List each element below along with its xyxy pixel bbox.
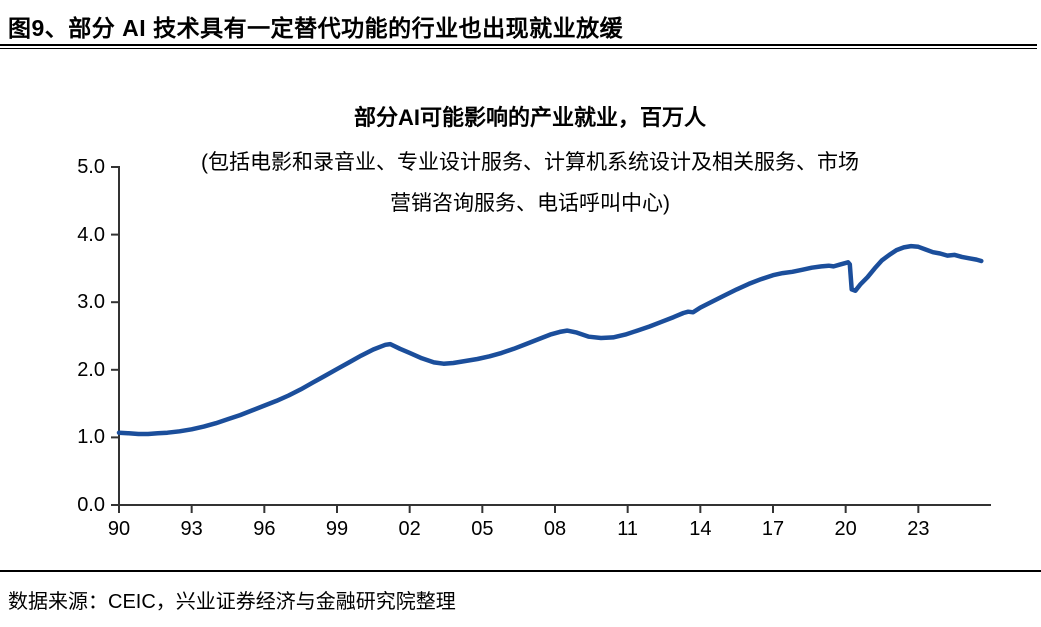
x-tick-label: 14 [689, 518, 712, 540]
x-tick-label: 20 [834, 518, 857, 540]
header-rule [0, 44, 1037, 46]
x-tick-label: 99 [325, 518, 349, 540]
x-tick-label: 02 [398, 518, 421, 540]
x-tick-label: 17 [761, 518, 785, 540]
employment-series-line [116, 243, 984, 437]
y-tick-label: 2.0 [77, 358, 105, 381]
chart-title: 部分AI可能影响的产业就业，百万人 [353, 105, 706, 130]
x-tick-label: 96 [253, 518, 276, 540]
x-tick-label: 08 [543, 518, 567, 540]
y-tick-label: 0.0 [77, 494, 105, 516]
footer-rule [0, 570, 1041, 572]
page-title: 图9、部分 AI 技术具有一定替代功能的行业也出现就业放缓 [8, 15, 624, 41]
header-rule-secondary [0, 48, 1037, 49]
y-tick-label: 3.0 [77, 291, 105, 314]
chart-subtitle-line2: 营销咨询服务、电话呼叫中心) [390, 192, 670, 215]
x-tick-label: 23 [907, 518, 930, 540]
chart-subtitle-line1: (包括电影和录音业、专业设计服务、计算机系统设计及相关服务、市场 [201, 151, 859, 174]
x-tick-label: 90 [107, 518, 131, 540]
x-tick-label: 93 [180, 518, 203, 540]
data-source-note: 数据来源：CEIC，兴业证券经济与金融研究院整理 [8, 591, 456, 613]
y-tick-label: 1.0 [77, 426, 105, 449]
y-tick-label: 5.0 [77, 156, 105, 178]
x-tick-label: 11 [617, 518, 639, 540]
x-tick-label: 05 [471, 518, 494, 540]
y-tick-label: 4.0 [77, 223, 105, 246]
